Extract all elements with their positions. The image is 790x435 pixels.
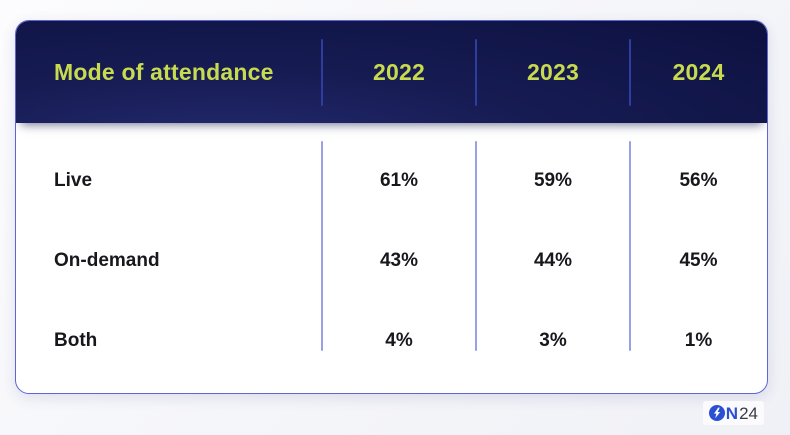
header-year-2023: 2023 (527, 58, 579, 85)
header-year-2022: 2022 (373, 58, 425, 85)
row-value-2023: 59% (533, 170, 573, 191)
body-column-divider (321, 141, 323, 351)
row-value-2022: 61% (379, 170, 419, 191)
on24-logo-n: N (725, 403, 739, 423)
header-column-divider (475, 39, 477, 106)
row-label: Both (54, 330, 98, 351)
on24-logo: N 24 (702, 401, 764, 425)
body-column-divider (475, 141, 477, 351)
row-value-2024: 1% (684, 330, 713, 351)
header-column-divider (629, 39, 631, 106)
table-body: Live 61% 59% 56% On-demand 43% 44% 45% B… (16, 123, 767, 381)
table-header-row: Mode of attendance 2022 2023 2024 (16, 21, 767, 123)
body-column-divider (629, 141, 631, 351)
row-label: On-demand (54, 250, 160, 271)
on24-logo-24: 24 (739, 403, 758, 423)
row-value-2022: 43% (379, 250, 419, 271)
attendance-table-card: Mode of attendance 2022 2023 2024 Live 6… (15, 20, 768, 394)
row-value-2024: 45% (679, 250, 718, 271)
row-value-2024: 56% (679, 170, 718, 191)
row-value-2022: 4% (385, 330, 413, 351)
row-label: Live (54, 170, 93, 191)
header-column-divider (321, 39, 323, 106)
table-row-on-demand: On-demand 43% 44% 45% (16, 221, 767, 301)
row-value-2023: 44% (533, 250, 573, 271)
row-value-2023: 3% (539, 330, 567, 351)
header-year-2024: 2024 (672, 58, 725, 85)
table-row-both: Both 4% 3% 1% (16, 301, 767, 381)
header-mode-of-attendance: Mode of attendance (54, 58, 274, 85)
table-row-live: Live 61% 59% 56% (16, 141, 767, 221)
on24-o-icon (708, 405, 725, 421)
